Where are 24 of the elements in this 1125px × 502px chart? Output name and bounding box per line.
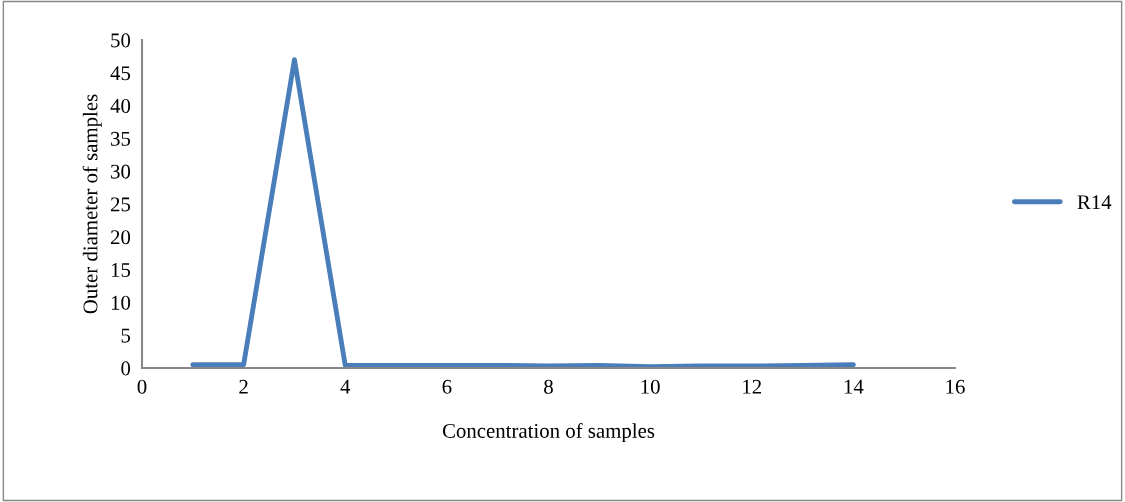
x-tick-label: 0	[137, 379, 147, 394]
y-tick-label: 5	[121, 328, 131, 343]
y-tick-label: 40	[110, 98, 131, 114]
x-tick-label: 2	[239, 379, 248, 394]
x-tick-label: 4	[340, 379, 351, 394]
x-tick-label: 10	[641, 379, 660, 394]
legend-label: R14	[1077, 195, 1112, 210]
line-series	[190, 57, 856, 368]
y-tick-label: 50	[111, 33, 131, 48]
y-axis-title: Outer diameter of samples	[82, 94, 102, 314]
y-tick-label: 20	[110, 230, 131, 245]
y-tick-label: 45	[110, 66, 131, 81]
y-tick-label: 25	[110, 197, 131, 212]
x-tick-label: 14	[844, 379, 864, 394]
y-tick-label: 35	[111, 131, 131, 146]
x-tick-label: 6	[442, 379, 452, 394]
y-tick-label: 15	[111, 263, 131, 278]
x-tick-label: 16	[946, 379, 965, 394]
x-tick-label: 8	[544, 379, 553, 394]
y-tick-label: 30	[111, 164, 131, 179]
x-axis-title: Concentration of samples	[442, 423, 655, 443]
y-tick-label: 0	[121, 361, 131, 376]
y-tick-label: 10	[111, 295, 131, 310]
x-tick-label: 12	[743, 379, 762, 394]
